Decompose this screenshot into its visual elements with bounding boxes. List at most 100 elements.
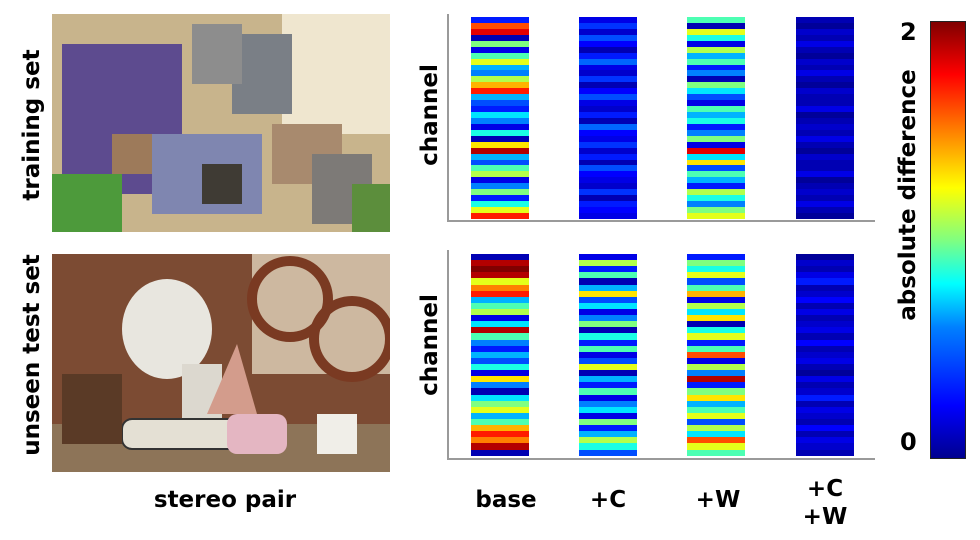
heatmap-cell <box>471 363 529 371</box>
heatmap-cell <box>687 141 745 148</box>
heatmap-cell <box>579 370 637 377</box>
heatmap-cell <box>796 284 854 291</box>
heatmap-cell <box>687 82 745 89</box>
heatmap-cell <box>579 129 637 136</box>
ylabel-training: channel <box>417 64 443 166</box>
heatmap-cell <box>687 147 745 154</box>
heatmap-cell <box>471 339 529 346</box>
heatmap-cell <box>579 449 637 456</box>
heatmap-cell <box>579 272 637 279</box>
heatmap-cell <box>796 64 854 71</box>
heatmap-cell <box>579 363 637 371</box>
heatmap-cell <box>796 394 854 401</box>
heatmap-cell <box>687 129 745 136</box>
heatmap-cell <box>579 290 637 297</box>
heatmap-cell <box>687 70 745 77</box>
heatmap-cell <box>687 58 745 65</box>
heatmap-column-training-3 <box>796 17 854 219</box>
heatmap-column-training-0 <box>471 17 529 219</box>
heatmap-cell <box>579 64 637 71</box>
heatmap-cell <box>687 388 745 395</box>
col-label-w: +W <box>695 487 741 513</box>
heatmap-cell <box>796 123 854 130</box>
heatmap-cell <box>796 278 854 285</box>
heatmap-column-training-1 <box>579 17 637 219</box>
heatmap-cell <box>687 52 745 59</box>
heatmap-cell <box>687 207 745 213</box>
heatmap-cell <box>687 296 745 303</box>
heatmap-cell <box>579 412 637 419</box>
heatmap-cell <box>687 64 745 71</box>
heatmap-cell <box>471 117 529 124</box>
heatmap-cell <box>687 266 745 273</box>
heatmap-cell <box>579 254 637 261</box>
heatmap-cell <box>796 82 854 89</box>
heatmap-cell <box>579 302 637 309</box>
heatmap-cell <box>796 141 854 148</box>
heatmap-cell <box>687 76 745 83</box>
heatmap-cell <box>687 159 745 166</box>
heatmap-cell <box>796 412 854 419</box>
heatmap-cell <box>796 351 854 358</box>
heatmap-cell <box>796 376 854 383</box>
heatmap-cell <box>687 370 745 377</box>
row-label-training: training set <box>19 49 45 201</box>
heatmap-cell <box>687 171 745 178</box>
heatmap-cell <box>687 443 745 450</box>
heatmap-cell <box>687 100 745 107</box>
heatmap-cell <box>579 382 637 389</box>
heatmap-cell <box>471 165 529 172</box>
heatmap-cell <box>687 254 745 261</box>
heatmap-cell <box>687 351 745 358</box>
heatmap-cell <box>687 321 745 328</box>
heatmap-cell <box>579 159 637 166</box>
heatmap-cell <box>579 207 637 213</box>
ylabel-test: channel <box>417 294 443 396</box>
heatmap-cell <box>579 315 637 322</box>
heatmap-cell <box>579 388 637 395</box>
heatmap-cell <box>796 58 854 65</box>
heatmap-cell <box>471 388 529 395</box>
heatmap-cell <box>471 315 529 322</box>
heatmap-cell <box>579 147 637 154</box>
heatmap-cell <box>579 195 637 202</box>
heatmap-cell <box>579 351 637 358</box>
heatmap-cell <box>471 351 529 358</box>
heatmap-cell <box>687 40 745 47</box>
heatmap-cell <box>579 189 637 196</box>
heatmap-cell <box>471 296 529 303</box>
heatmap-cell <box>471 46 529 53</box>
heatmap-cell <box>471 28 529 35</box>
heatmap-cell <box>471 406 529 413</box>
heatmap-column-test-1 <box>579 254 637 456</box>
heatmap-cell <box>579 94 637 101</box>
heatmap-cell <box>687 302 745 309</box>
heatmap-cell <box>796 135 854 142</box>
heatmap-cell <box>579 112 637 118</box>
heatmap-panel-test <box>447 250 875 460</box>
heatmap-cell <box>796 339 854 346</box>
heatmap-cell <box>796 70 854 77</box>
heatmap-cell <box>471 308 529 316</box>
heatmap-cell <box>687 28 745 35</box>
heatmap-cell <box>796 147 854 154</box>
heatmap-cell <box>796 449 854 456</box>
heatmap-cell <box>471 272 529 279</box>
heatmap-cell <box>471 34 529 41</box>
colorbar-label: absolute difference <box>895 69 921 321</box>
heatmap-cell <box>579 333 637 340</box>
heatmap-cell <box>471 449 529 456</box>
heatmap-cell <box>579 308 637 316</box>
heatmap-cell <box>579 135 637 142</box>
heatmap-cell <box>471 100 529 107</box>
heatmap-column-training-2 <box>687 17 745 219</box>
heatmap-cell <box>471 123 529 130</box>
heatmap-panel-training <box>447 14 875 222</box>
heatmap-cell <box>471 177 529 184</box>
heatmap-cell <box>471 189 529 196</box>
heatmap-cell <box>579 141 637 148</box>
heatmap-cell <box>471 290 529 297</box>
heatmap-cell <box>796 153 854 160</box>
colorbar-min-label: 0 <box>900 428 917 456</box>
row-label-test: unseen test set <box>19 254 45 456</box>
